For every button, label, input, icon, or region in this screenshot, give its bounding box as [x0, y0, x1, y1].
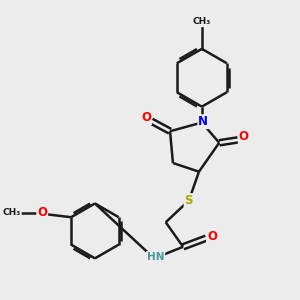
Text: CH₃: CH₃	[193, 17, 211, 26]
Text: O: O	[141, 111, 151, 124]
Text: N: N	[198, 115, 208, 128]
Text: O: O	[239, 130, 249, 143]
Text: CH₃: CH₃	[3, 208, 21, 217]
Text: S: S	[184, 194, 193, 207]
Text: HN: HN	[147, 252, 164, 262]
Text: O: O	[207, 230, 217, 243]
Text: O: O	[37, 206, 47, 219]
